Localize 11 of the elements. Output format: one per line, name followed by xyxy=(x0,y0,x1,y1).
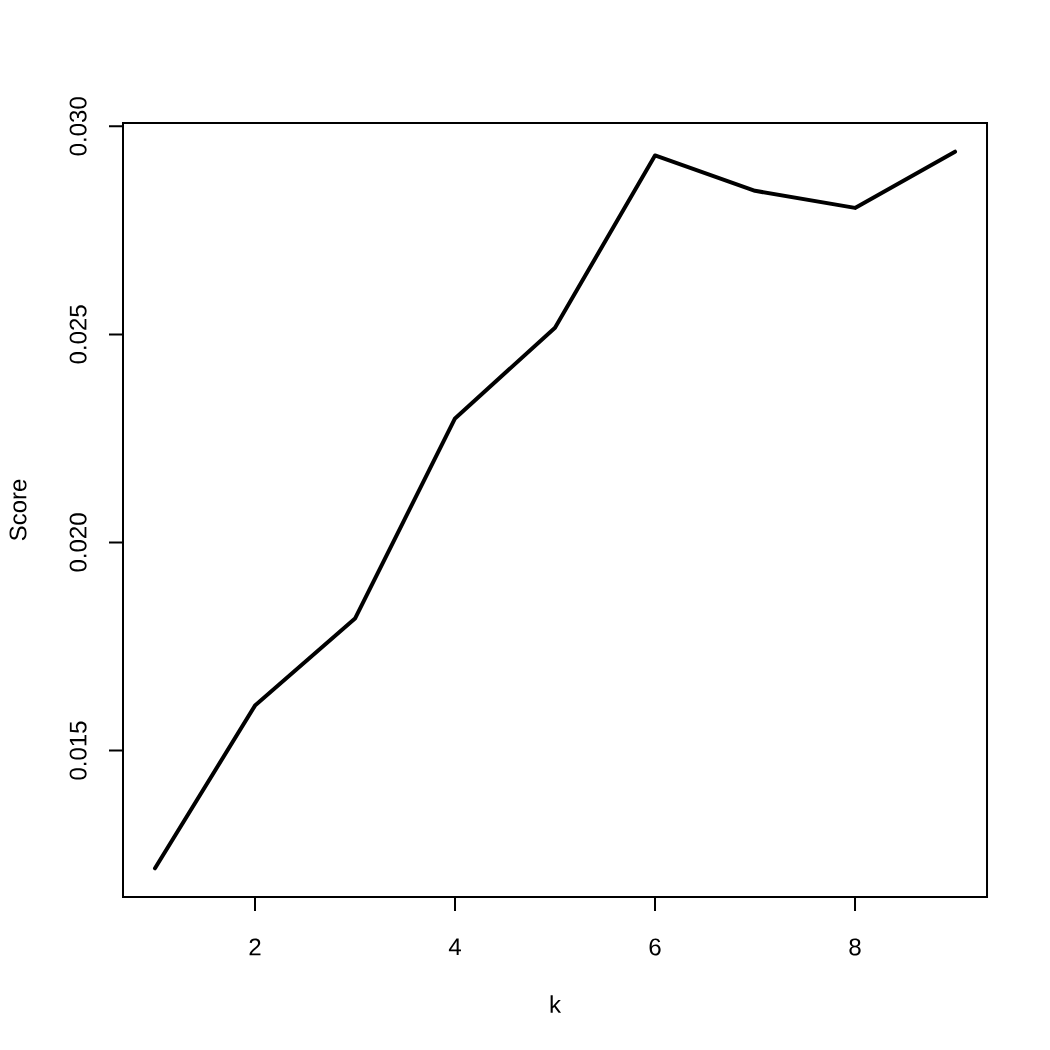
x-tick-label: 6 xyxy=(649,938,661,956)
x-tick-label: 8 xyxy=(849,938,861,956)
line-series xyxy=(153,149,958,871)
x-tick-label: 4 xyxy=(448,938,461,955)
y-axis-title: Score xyxy=(9,479,27,541)
x-axis-title: k xyxy=(550,995,562,1013)
y-tick-label: 0.015 xyxy=(69,721,87,780)
x-tick-label: 2 xyxy=(249,938,261,956)
y-tick-label: 0.020 xyxy=(69,513,87,572)
y-tick-label: 0.030 xyxy=(69,97,87,156)
y-tick-label: 0.025 xyxy=(69,305,87,364)
